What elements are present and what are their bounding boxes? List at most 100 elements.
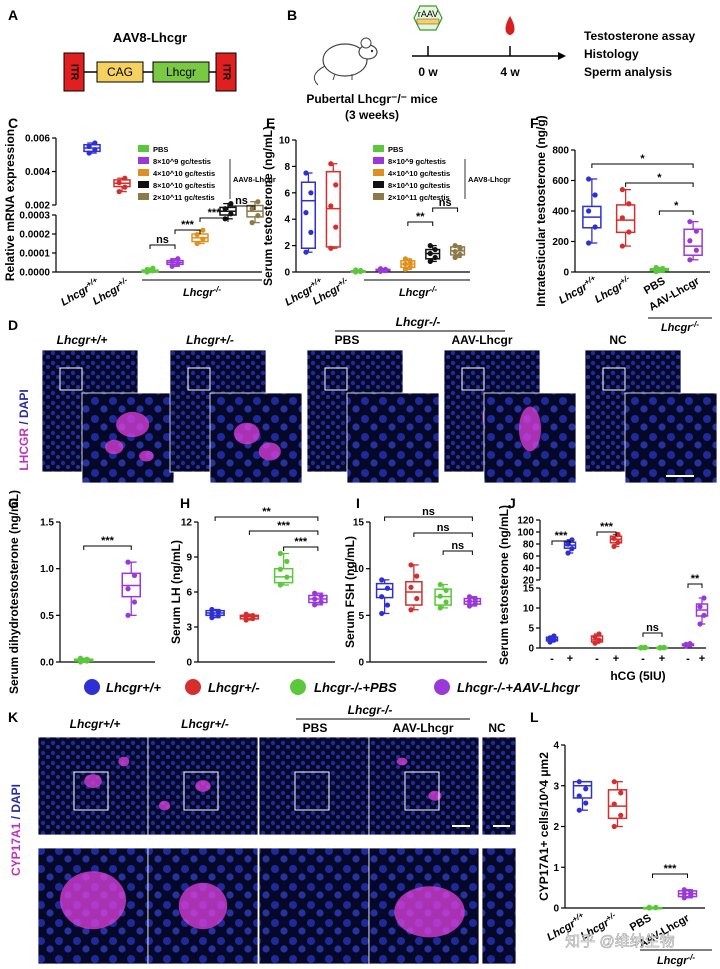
panel-d-image-grid — [41, 349, 718, 484]
panel-F-box-1-point — [619, 243, 625, 249]
panel-E-y-tick-label: 8 — [284, 162, 290, 173]
panel-L-ylabel: CYP17A1+ cells/10^4 μm2 — [537, 752, 551, 901]
panel-k-header-aav: AAV-Lhcgr — [392, 721, 453, 735]
panel-c-chart: 0.002 0.004 0.006 0.0000 0.0001 0.0002 0.0003R… — [3, 129, 264, 309]
panel-C-box-2-point — [144, 266, 150, 273]
panel-J-xlabel: hCG (5IU) — [610, 669, 665, 683]
panel-E-sig-1-label: ns — [439, 197, 452, 209]
panel-d-header-wt: Lhcgr+/+ — [57, 333, 108, 347]
panel-I-box-3-point — [472, 601, 478, 607]
panel-G-y-tick-label: 0.5 — [40, 611, 54, 622]
panel-L-xlabel-pbs: PBS — [628, 912, 654, 934]
panel-J-box-2-point — [596, 631, 602, 637]
panel-E-box-2-point — [353, 267, 359, 273]
panel-L-y-tick-label: 2 — [553, 822, 559, 833]
panel-C-box-6-point — [249, 206, 255, 212]
panel-H-sig-0-bracket — [214, 516, 319, 521]
panel-I-box-2-point — [437, 581, 443, 588]
panel-I-box-1-point — [408, 584, 414, 590]
panel-d-zoom-image-1-signal — [233, 422, 260, 445]
panel-J-box-0-point — [547, 639, 553, 645]
legend-E-swatch — [373, 157, 384, 164]
panel-d-zoom-image-0-signal — [139, 450, 154, 462]
panel-E-box-4-point — [402, 261, 408, 267]
panel-F-sig-2-label: * — [674, 200, 679, 212]
panel-L-box-1-point — [611, 823, 617, 830]
legend-C-group-label: AAV8-Lhcgr — [233, 175, 276, 184]
panel-E-box-4-point — [402, 256, 408, 262]
panel-H-sig-2-bracket — [283, 546, 319, 551]
panel-C-sig-3-bracket — [227, 205, 256, 210]
panel-E-box-1-point — [328, 245, 334, 251]
panel-H-box-2-box — [273, 567, 294, 584]
panel-G-sig-0-bracket — [83, 545, 132, 550]
panel-d-header-het: Lhcgr+/- — [186, 333, 234, 347]
panel-J-lower-y-tick-label: 0 — [528, 644, 534, 655]
panel-L-sig-0-bracket — [652, 873, 688, 878]
panel-F-sig-0-label: * — [640, 153, 645, 165]
panel-E-box-4-point — [402, 266, 408, 272]
panel-L-y-tick-label: 4 — [553, 741, 559, 752]
panel-H-box-3-point — [312, 590, 318, 596]
panel-I-box-2-point — [437, 593, 443, 599]
panel-I-box-1-point — [414, 573, 420, 579]
panel-E-box-6-point — [457, 251, 463, 258]
panel-I-sig-0-label: ns — [422, 506, 435, 518]
panel-J-box-6-point — [683, 641, 689, 648]
panel-E-y-tick-label: 2 — [284, 241, 290, 252]
panel-C-box-3-point — [169, 263, 175, 269]
panel-E-xlabel-wt-sup: +/+ — [308, 275, 323, 289]
panel-G-sig-0-label: *** — [101, 535, 115, 547]
outcome-3: Sperm analysis — [584, 65, 672, 79]
panel-E-xlabel-ko-sup: -/- — [430, 285, 438, 294]
panel-letter-l: L — [530, 709, 539, 725]
panel-d-micrographs: LHCGR / DAPI Lhcgr+/+ Lhcgr+/- PBS AAV-L… — [17, 315, 718, 484]
itr-left-box — [63, 52, 85, 92]
panel-d-zoom-image-0-signal — [105, 439, 124, 455]
panel-I-box-0-point — [384, 602, 391, 608]
panel-J-lower-y-tick-label: 15 — [523, 584, 535, 595]
panel-I-box-1-box — [405, 580, 423, 606]
panel-J-box-3-point — [611, 535, 617, 542]
panel-E-box-4-point — [407, 264, 413, 270]
panel-d-zoom-image-1-signal — [258, 442, 281, 461]
legend-marker-het — [185, 679, 201, 695]
panel-L-y-tick-label: 1 — [553, 863, 559, 874]
panel-J-sig-2-label: ns — [646, 622, 659, 634]
panel-L-box-0-point — [583, 786, 589, 792]
main-legend: Lhcgr+/+ Lhcgr+/- Lhcgr-/-+PBS Lhcgr-/-+… — [84, 679, 580, 695]
panel-I-box-0-point — [379, 594, 385, 600]
panel-H-sig-2-label: *** — [294, 536, 308, 548]
panel-J-box-7-point — [701, 612, 707, 618]
panel-F-xlabel-het: Lhcgr+/- — [592, 273, 634, 306]
legend-C-entry: 8×10^9 gc/testis — [153, 157, 211, 166]
panel-J-box-5-point — [657, 644, 663, 651]
legend-C-swatch — [138, 145, 149, 152]
panel-J-ylabel: Serum testosterone (ng/mL) — [497, 505, 511, 665]
panel-J-upper-y-tick-label: 120 — [517, 516, 534, 527]
panel-c-dose-legend: PBS 8×10^9 gc/testis 4×10^10 gc/testis 8×10… — [138, 145, 276, 202]
panel-J-box-2-point — [592, 640, 598, 646]
panel-C-box-0-point — [92, 147, 98, 153]
panel-F-sig-0-bracket — [591, 163, 694, 168]
panel-L-xlabel-ko: Lhcgr-/- — [657, 953, 695, 968]
legend-label-aav: Lhcgr-/-+AAV-Lhcgr — [457, 680, 580, 695]
panel-C-lower-y-tick-label: 0.0000 — [19, 268, 50, 279]
panel-L-box-1-point — [611, 779, 617, 785]
panel-L-box-1-point — [618, 812, 624, 818]
panel-E-box-3-point — [382, 266, 389, 272]
panel-J-sig-3-label: ** — [691, 573, 700, 585]
panel-letters: A B C D E F G H I J K L — [8, 7, 539, 725]
panel-J-upper-y-tick-label: 60 — [523, 552, 535, 563]
panel-H-y-tick-label: 9 — [186, 553, 192, 564]
panel-L-xlabel-het-sup: +/- — [604, 910, 617, 923]
panel-E-sig-1-bracket — [432, 207, 459, 212]
panel-k-stain-label: CYP17A1 / DAPI — [9, 784, 23, 876]
panel-E-y-tick-label: 6 — [284, 188, 290, 199]
panel-C-upper-y-tick-label: 0.004 — [25, 167, 50, 178]
panel-letter-h: H — [180, 495, 190, 511]
panel-I-y-tick-label: 0 — [358, 658, 364, 669]
panel-E-box-1-point — [333, 182, 339, 188]
panel-letter-i: I — [356, 495, 360, 511]
